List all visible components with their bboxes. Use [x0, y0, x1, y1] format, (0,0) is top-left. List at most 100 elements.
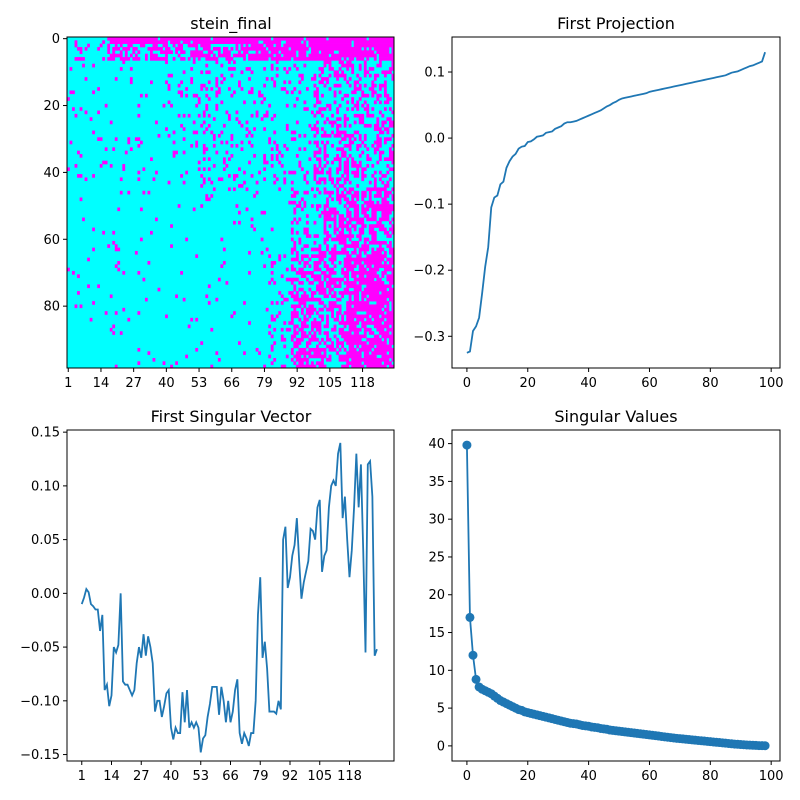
heatmap-cell-run [373, 347, 395, 352]
heatmap-cell-run [326, 321, 329, 325]
heatmap-cell-run [353, 43, 395, 48]
heatmap-cell-run [343, 160, 350, 165]
heatmap-cell-run [313, 240, 317, 245]
heatmap-cell-run [373, 73, 380, 78]
heatmap-cell-run [300, 167, 304, 172]
heatmap-cell-run [139, 93, 143, 98]
heatmap-cell-run [69, 90, 75, 95]
heatmap-cell-run [336, 167, 342, 172]
singular-values-panel: Singular Values 0 20 40 60 80 100 0 5 10 15 20 25 3… [428, 407, 783, 784]
heatmap-cell-run [381, 123, 385, 128]
heatmap-cell-run [313, 167, 319, 172]
heatmap-cell-run [182, 70, 186, 75]
heatmap-cell-run [386, 277, 395, 282]
heatmap-cell-run [207, 97, 211, 101]
heatmap-cell-run [280, 164, 284, 168]
heatmap-cell-run [283, 297, 289, 302]
heatmap-cell-run [388, 167, 395, 172]
heatmap-cell-run [290, 137, 297, 141]
heatmap-cell-run [217, 87, 221, 91]
heatmap-cell-run [245, 207, 249, 212]
heatmap-cell-run [107, 43, 111, 48]
heatmap-cell-run [328, 107, 332, 111]
heatmap-cell-run [167, 133, 171, 138]
heatmap-cell-run [275, 53, 282, 58]
first-singular-vector-y-tick-label: −0.10 [20, 694, 60, 709]
heatmap-cell-run [240, 43, 244, 48]
heatmap-cell-run [363, 143, 367, 148]
heatmap-cell-run [373, 127, 382, 131]
heatmap-cell-run [313, 113, 317, 118]
heatmap-cell-run [343, 281, 357, 285]
heatmap-cell-run [371, 237, 377, 242]
heatmap-cell-run [207, 80, 211, 85]
heatmap-cell-run [336, 314, 339, 319]
heatmap-cell-run [336, 107, 339, 111]
heatmap-cell-run [383, 267, 395, 272]
heatmap-cell-run [381, 174, 387, 178]
heatmap-cell-run [316, 97, 319, 101]
heatmap-cell-run [137, 113, 141, 118]
heatmap-cell-run [388, 351, 395, 355]
heatmap-cell-run [303, 314, 307, 319]
heatmap-cell-run [160, 50, 173, 55]
heatmap-cell-run [303, 177, 307, 182]
heatmap-cell-run [305, 214, 309, 218]
heatmap-cell-run [177, 53, 181, 58]
heatmap-cell-run [338, 261, 342, 265]
heatmap-cell-run [310, 127, 319, 131]
heatmap-cell-run [338, 331, 352, 335]
heatmap-cell-run [333, 224, 337, 228]
heatmap-cell-run [230, 154, 234, 158]
heatmap-cell-run [144, 297, 148, 302]
heatmap-cell-run [187, 113, 191, 118]
heatmap-cell-run [383, 337, 387, 342]
heatmap-cell-run [255, 113, 259, 118]
heatmap-cell-run [388, 341, 395, 345]
first-singular-vector-x-tick-label: 1 [78, 769, 86, 784]
heatmap-cell-run [383, 80, 387, 85]
heatmap-cell-run [316, 287, 327, 292]
heatmap-cell-run [366, 204, 395, 208]
heatmap-cell-run [391, 324, 395, 329]
heatmap-cell-run [346, 190, 352, 195]
heatmap-cell-run [358, 137, 362, 141]
heatmap-cell-run [77, 274, 80, 279]
heatmap-cell-run [313, 267, 322, 272]
heatmap-cell-run [391, 307, 395, 312]
heatmap-cell-run [333, 184, 337, 188]
heatmap-cell-run [285, 70, 289, 75]
heatmap-cell-run [295, 271, 314, 275]
heatmap-cell-run [122, 164, 126, 168]
heatmap-cell-run [353, 87, 362, 91]
heatmap-cell-run [308, 53, 329, 58]
heatmap-cell-run [381, 113, 385, 118]
heatmap-cell-run [358, 83, 362, 88]
heatmap-cell-run [104, 311, 108, 315]
heatmap-cell-run [328, 224, 332, 228]
heatmap-cell-run [142, 190, 146, 195]
heatmap-cell-run [326, 140, 329, 145]
heatmap-cell-run [222, 157, 226, 161]
heatmap-cell-run [356, 234, 362, 238]
heatmap-cell-run [175, 47, 184, 51]
heatmap-cell-run [363, 63, 367, 68]
heatmap-cell-run [182, 113, 186, 118]
heatmap-cell-run [376, 133, 380, 138]
heatmap-cell-run [263, 97, 267, 101]
heatmap-cell-run [177, 90, 184, 95]
heatmap-cell-run [79, 107, 83, 111]
heatmap-cell-run [215, 80, 219, 85]
heatmap-cell-run [366, 164, 370, 168]
heatmap-cell-run [195, 47, 199, 51]
heatmap-cell-run [202, 157, 206, 161]
singular-values-title: Singular Values [554, 407, 677, 426]
heatmap-cell-run [298, 53, 307, 58]
heatmap-cell-run [167, 73, 173, 78]
heatmap-cell-run [313, 140, 319, 145]
heatmap-cell-run [318, 250, 327, 255]
heatmap-cell-run [147, 351, 151, 355]
heatmap-cell-run [293, 327, 297, 332]
heatmap-cell-run [318, 281, 324, 285]
heatmap-cell-run [343, 123, 347, 128]
